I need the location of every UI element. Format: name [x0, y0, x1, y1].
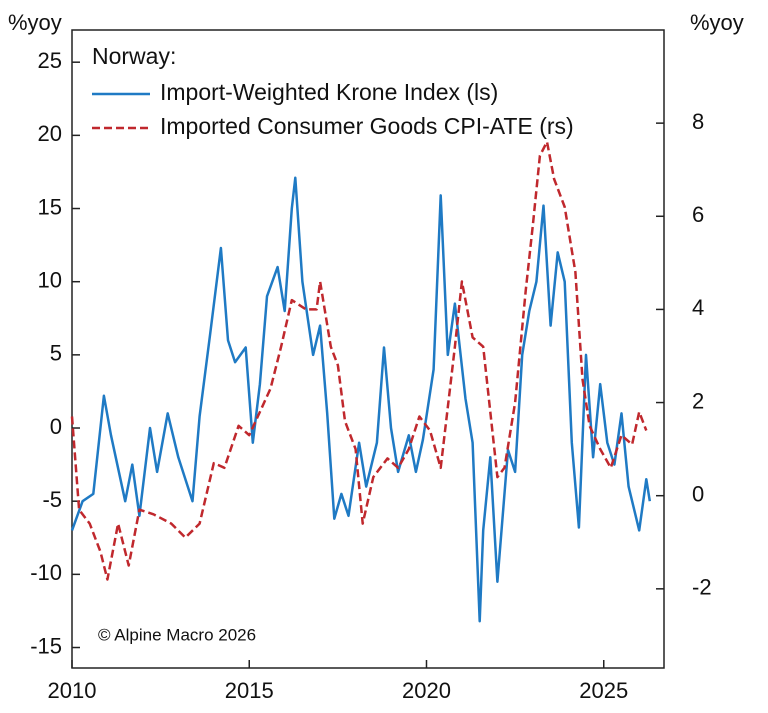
- y-tick-label: 5: [50, 341, 62, 366]
- y-tick-label: -5: [42, 487, 62, 512]
- legend-label: Imported Consumer Goods CPI-ATE (rs): [160, 113, 574, 139]
- plot-frame: [71, 29, 665, 669]
- y-tick-label: 25: [38, 48, 62, 73]
- legend-label: Import-Weighted Krone Index (ls): [160, 79, 498, 105]
- x-tick-label: 2020: [402, 678, 451, 703]
- y2-axis-label: %yoy: [690, 10, 744, 35]
- series-line: [70, 140, 648, 581]
- annotation: © Alpine Macro 2026: [98, 625, 256, 644]
- y-axis-label: %yoy: [8, 10, 62, 35]
- y-tick-label: 10: [38, 268, 62, 293]
- y-tick-label: -10: [30, 560, 62, 585]
- y-tick-label: 15: [38, 194, 62, 219]
- y2-tick-label: 4: [692, 295, 704, 320]
- y-tick-label: -15: [30, 633, 62, 658]
- x-tick-label: 2015: [225, 678, 274, 703]
- series-line: [70, 176, 652, 623]
- y2-tick-label: 0: [692, 482, 704, 507]
- y2-tick-label: 6: [692, 202, 704, 227]
- y-tick-label: 0: [50, 414, 62, 439]
- y2-tick-label: -2: [692, 575, 712, 600]
- legend-title: Norway:: [92, 43, 176, 69]
- y-tick-label: 20: [38, 121, 62, 146]
- y2-tick-label: 2: [692, 388, 704, 413]
- y2-tick-label: 8: [692, 109, 704, 134]
- x-tick-label: 2010: [48, 678, 97, 703]
- x-tick-label: 2025: [579, 678, 628, 703]
